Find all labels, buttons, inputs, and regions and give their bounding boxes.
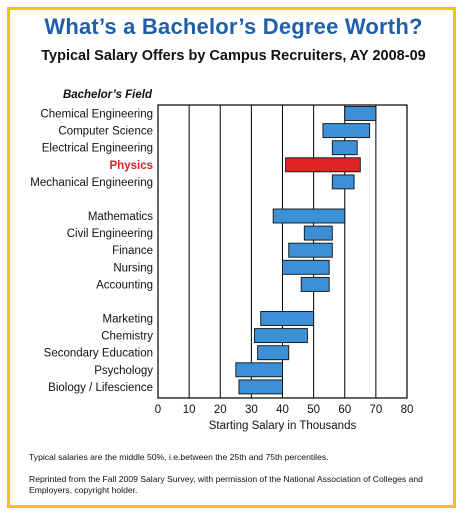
chart-frame xyxy=(7,7,456,508)
category-labels: Chemical Engineering Computer Science Elec… xyxy=(30,109,153,394)
footnote: Typical salaries are the middle 50%, i.e… xyxy=(29,452,329,462)
x-tick-10: 10 xyxy=(183,404,196,416)
category-label-computer-science: Computer Science xyxy=(58,126,153,138)
category-label-accounting: Accounting xyxy=(96,279,153,291)
x-tick-60: 60 xyxy=(338,404,351,416)
category-label-psychology: Psychology xyxy=(94,365,153,377)
x-tick-70: 70 xyxy=(369,404,382,416)
bar-nursing xyxy=(282,259,330,275)
bar-finance xyxy=(288,242,333,258)
category-label-secondary-education: Secondary Education xyxy=(44,348,153,360)
bar-secondary-education xyxy=(257,345,290,361)
bar-mathematics xyxy=(272,208,346,224)
category-label-nursing: Nursing xyxy=(113,262,153,274)
bar-accounting xyxy=(300,276,330,292)
category-label-electrical-engineering: Electrical Engineering xyxy=(42,143,153,155)
category-label-chemical-engineering: Chemical Engineering xyxy=(40,109,153,121)
bars xyxy=(235,106,377,395)
category-label-mechanical-engineering: Mechanical Engineering xyxy=(30,177,153,189)
category-label-chemistry: Chemistry xyxy=(101,331,153,343)
x-tick-labels: 0 10 20 30 40 50 60 70 80 xyxy=(155,404,414,416)
bar-mechanical-engineering xyxy=(331,174,355,190)
x-tick-0: 0 xyxy=(155,404,161,416)
x-tick-30: 30 xyxy=(245,404,258,416)
category-label-physics: Physics xyxy=(110,160,153,172)
bar-civil-engineering xyxy=(303,225,333,241)
category-label-mathematics: Mathematics xyxy=(88,211,153,223)
category-label-marketing: Marketing xyxy=(103,314,154,326)
bar-biology-lifescience xyxy=(238,379,283,395)
x-tick-50: 50 xyxy=(307,404,320,416)
gridlines xyxy=(188,105,377,398)
bar-marketing xyxy=(260,311,315,326)
chart-title: What’s a Bachelor’s Degree Worth? xyxy=(44,14,423,39)
credit-note: Reprinted from the Fall 2009 Salary Surv… xyxy=(29,474,423,495)
category-label-finance: Finance xyxy=(112,245,153,257)
bar-physics xyxy=(285,157,361,173)
x-tick-20: 20 xyxy=(214,404,227,416)
x-axis-label: Starting Salary in Thousands xyxy=(209,420,357,432)
bar-chemical-engineering xyxy=(344,106,377,121)
x-tick-40: 40 xyxy=(276,404,289,416)
plot-area xyxy=(157,104,408,399)
bar-psychology xyxy=(235,362,283,378)
category-header: Bachelor’s Field xyxy=(62,89,152,101)
x-tick-80: 80 xyxy=(401,404,414,416)
chart-subtitle: Typical Salary Offers by Campus Recruite… xyxy=(41,48,426,64)
category-label-civil-engineering: Civil Engineering xyxy=(67,228,153,240)
category-label-biology-lifescience: Biology / Lifescience xyxy=(48,382,153,394)
bar-computer-science xyxy=(322,123,371,139)
bar-electrical-engineering xyxy=(331,140,358,156)
bar-chemistry xyxy=(254,328,308,344)
